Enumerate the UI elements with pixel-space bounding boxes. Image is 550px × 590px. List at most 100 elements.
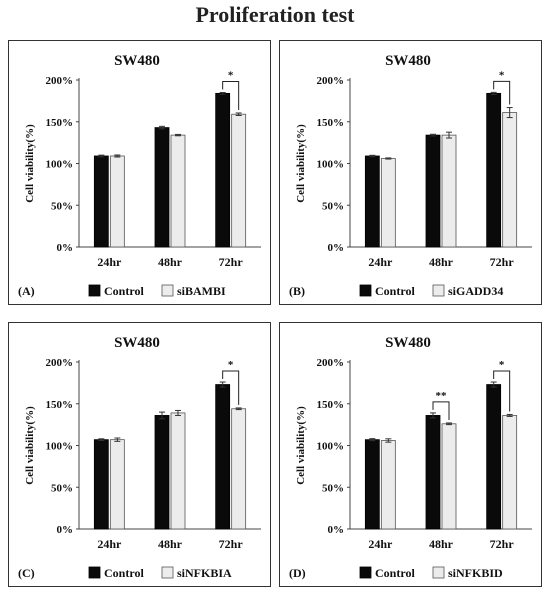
significance-marker: * bbox=[499, 69, 505, 81]
x-tick-label: 72hr bbox=[219, 255, 244, 269]
significance-bracket bbox=[222, 370, 240, 405]
legend-swatch-control bbox=[359, 566, 372, 579]
significance-bracket bbox=[493, 80, 511, 105]
chart-title: SW480 bbox=[385, 335, 431, 351]
y-tick-label: 0% bbox=[328, 524, 345, 536]
bar-control bbox=[154, 415, 170, 530]
y-axis-label: Cell viability(%) bbox=[24, 124, 36, 203]
x-tick-label: 72hr bbox=[490, 537, 515, 551]
chart-svg: SW480 0% 50% 100% 150% 200% Cell viability(%) 2… bbox=[18, 53, 261, 298]
y-tick-label: 150% bbox=[46, 399, 74, 411]
bar-control bbox=[93, 155, 109, 248]
y-tick-label: 50% bbox=[51, 482, 73, 494]
y-tick-label: 0% bbox=[328, 242, 345, 254]
bar-treatment bbox=[231, 113, 247, 248]
bar-control bbox=[364, 155, 380, 248]
y-tick-label: 50% bbox=[51, 200, 73, 212]
bar-treatment bbox=[380, 158, 396, 248]
legend-label: siGADD34 bbox=[448, 284, 503, 298]
bar-treatment bbox=[109, 155, 125, 248]
significance-marker: * bbox=[499, 359, 505, 371]
x-tick-label: 48hr bbox=[429, 255, 454, 269]
legend-label: Control bbox=[104, 284, 144, 298]
significance-marker: ** bbox=[436, 390, 448, 402]
legend-label: Control bbox=[375, 566, 415, 580]
chart-title: SW480 bbox=[114, 335, 160, 351]
y-tick-label: 150% bbox=[46, 117, 74, 129]
bar-treatment bbox=[231, 408, 247, 530]
legend-label: siBAMBI bbox=[177, 284, 226, 298]
bar-treatment bbox=[170, 412, 186, 530]
chart-title: SW480 bbox=[385, 53, 431, 69]
bar-control bbox=[154, 127, 170, 248]
panel-label: (B) bbox=[289, 284, 305, 298]
significance-marker: * bbox=[228, 70, 234, 82]
legend-label: siNFKBIA bbox=[177, 566, 232, 580]
y-tick-label: 200% bbox=[46, 75, 74, 87]
panel-label: (A) bbox=[18, 284, 35, 298]
legend-swatch-control bbox=[88, 566, 101, 579]
bar-control bbox=[93, 439, 109, 530]
bar-control bbox=[215, 92, 231, 248]
page-title: Proliferation test bbox=[195, 2, 355, 27]
legend-swatch-treatment bbox=[432, 284, 445, 297]
legend-label: Control bbox=[104, 566, 144, 580]
x-tick-label: 24hr bbox=[97, 255, 122, 269]
chart-svg: SW480 0% 50% 100% 150% 200% Cell viability(%) 2… bbox=[18, 335, 261, 580]
y-axis-label: Cell viability(%) bbox=[295, 406, 307, 485]
bar-treatment bbox=[380, 440, 396, 530]
y-tick-label: 0% bbox=[57, 524, 74, 536]
y-tick-label: 50% bbox=[322, 482, 344, 494]
bar-control bbox=[425, 134, 441, 248]
y-tick-label: 100% bbox=[317, 441, 345, 453]
x-tick-label: 48hr bbox=[158, 255, 183, 269]
y-tick-label: 100% bbox=[317, 159, 345, 171]
y-tick-label: 150% bbox=[317, 399, 345, 411]
bar-control bbox=[486, 384, 502, 530]
y-tick-label: 0% bbox=[57, 242, 74, 254]
chart-panel-b: SW480 0% 50% 100% 150% 200% Cell viability(%) 2… bbox=[279, 40, 542, 305]
y-tick-label: 150% bbox=[317, 117, 345, 129]
significance-bracket bbox=[432, 401, 450, 420]
bar-treatment bbox=[170, 134, 186, 248]
x-tick-label: 72hr bbox=[219, 537, 244, 551]
bar-treatment bbox=[109, 439, 125, 530]
bar-control bbox=[486, 92, 502, 248]
significance-bracket bbox=[493, 370, 511, 412]
legend-swatch-control bbox=[359, 284, 372, 297]
y-axis-label: Cell viability(%) bbox=[24, 406, 36, 485]
legend-label: Control bbox=[375, 284, 415, 298]
chart-panel-c: SW480 0% 50% 100% 150% 200% Cell viability(%) 2… bbox=[8, 322, 271, 587]
chart-svg: SW480 0% 50% 100% 150% 200% Cell viability(%) 2… bbox=[289, 53, 532, 298]
y-tick-label: 200% bbox=[317, 357, 345, 369]
x-tick-label: 48hr bbox=[158, 537, 183, 551]
x-tick-label: 24hr bbox=[97, 537, 122, 551]
legend-swatch-treatment bbox=[161, 284, 174, 297]
bar-treatment bbox=[441, 134, 457, 248]
significance-bracket bbox=[222, 81, 240, 110]
y-tick-label: 100% bbox=[46, 159, 74, 171]
chart-svg: SW480 0% 50% 100% 150% 200% Cell viability(%) 2… bbox=[289, 335, 532, 580]
bar-treatment bbox=[502, 415, 518, 530]
bar-treatment bbox=[502, 112, 518, 248]
x-tick-label: 24hr bbox=[368, 255, 393, 269]
legend-swatch-treatment bbox=[161, 566, 174, 579]
panel-label: (C) bbox=[18, 566, 35, 580]
panel-label: (D) bbox=[289, 566, 306, 580]
legend-label: siNFKBID bbox=[448, 566, 503, 580]
chart-panel-a: SW480 0% 50% 100% 150% 200% Cell viability(%) 2… bbox=[8, 40, 271, 305]
y-axis-label: Cell viability(%) bbox=[295, 124, 307, 203]
y-tick-label: 100% bbox=[46, 441, 74, 453]
chart-panel-d: SW480 0% 50% 100% 150% 200% Cell viability(%) 2… bbox=[279, 322, 542, 587]
legend-swatch-control bbox=[88, 284, 101, 297]
bar-control bbox=[364, 439, 380, 530]
x-tick-label: 24hr bbox=[368, 537, 393, 551]
chart-title: SW480 bbox=[114, 53, 160, 69]
y-tick-label: 200% bbox=[46, 357, 74, 369]
x-tick-label: 48hr bbox=[429, 537, 454, 551]
y-tick-label: 200% bbox=[317, 75, 345, 87]
bar-treatment bbox=[441, 423, 457, 530]
y-tick-label: 50% bbox=[322, 200, 344, 212]
legend-swatch-treatment bbox=[432, 566, 445, 579]
significance-marker: * bbox=[228, 359, 234, 371]
